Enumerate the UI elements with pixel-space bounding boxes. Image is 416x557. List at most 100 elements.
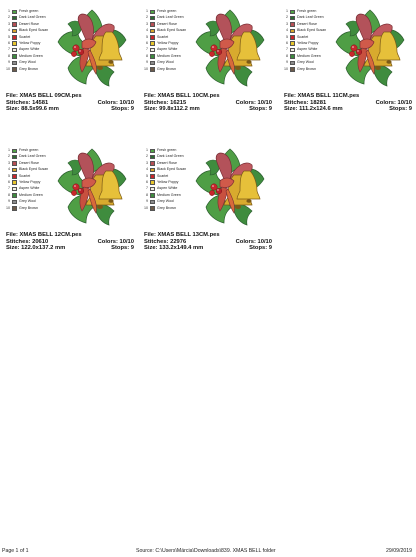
color-number: 3 bbox=[8, 21, 10, 26]
stop-count: Stops: 9 bbox=[249, 106, 272, 113]
color-swatch bbox=[150, 154, 155, 160]
color-swatch bbox=[12, 174, 17, 179]
color-name: Dark Leaf Green bbox=[157, 154, 184, 159]
stitch-count: Stitches: 16215 bbox=[144, 99, 187, 106]
color-number: 7 bbox=[8, 47, 10, 52]
color-name: Grey Brown bbox=[157, 66, 176, 71]
color-name: Grey Wool bbox=[297, 60, 314, 65]
color-swatch bbox=[12, 67, 17, 72]
design-size: Size: 133.2x149.4 mm bbox=[144, 245, 204, 252]
color-name: Desert Rose bbox=[19, 21, 39, 26]
color-number: 10 bbox=[144, 205, 148, 210]
color-swatch bbox=[290, 22, 295, 27]
page-number: Page 1 of 1 bbox=[2, 548, 29, 554]
color-name: Scarlet bbox=[157, 34, 169, 39]
color-name: Black Eyed Susan bbox=[19, 167, 49, 172]
color-number: 10 bbox=[284, 66, 288, 71]
color-number: 1 bbox=[146, 148, 148, 152]
color-swatch bbox=[290, 9, 295, 15]
color-swatch bbox=[290, 67, 295, 72]
design-card: 1 Fresh green 2 Dark Leaf Green 3 Desert… bbox=[2, 145, 134, 263]
color-number: 6 bbox=[8, 40, 10, 45]
color-name: Black Eyed Susan bbox=[297, 28, 327, 33]
color-name: Fresh green bbox=[157, 148, 177, 152]
color-swatch bbox=[12, 28, 17, 34]
color-name: Yellow Poppy bbox=[19, 179, 41, 184]
color-swatch bbox=[12, 35, 17, 40]
design-card: 1 Fresh green 2 Dark Leaf Green 3 Desert… bbox=[2, 6, 134, 124]
color-name: Grey Brown bbox=[157, 205, 176, 210]
color-number: 4 bbox=[146, 167, 148, 172]
color-name: Medium Green bbox=[157, 192, 181, 197]
color-number: 2 bbox=[146, 154, 148, 159]
color-swatch bbox=[150, 35, 155, 40]
bell-design-image bbox=[195, 9, 265, 87]
color-swatch bbox=[12, 186, 17, 192]
color-name: Medium Green bbox=[157, 53, 181, 58]
color-name: Fresh green bbox=[157, 9, 177, 13]
color-number: 2 bbox=[8, 15, 10, 20]
color-name: Scarlet bbox=[19, 34, 31, 39]
color-swatch bbox=[290, 15, 295, 21]
color-number: 7 bbox=[286, 47, 288, 52]
color-name: Grey Wool bbox=[19, 199, 36, 204]
design-preview bbox=[330, 6, 410, 92]
source-path: Source: C:\Users\Márcia\Downloads\839. X… bbox=[136, 548, 276, 554]
color-swatch bbox=[12, 199, 17, 205]
color-number: 8 bbox=[8, 192, 10, 197]
color-number: 6 bbox=[286, 40, 288, 45]
color-number: 3 bbox=[146, 160, 148, 165]
color-number: 7 bbox=[146, 47, 148, 52]
color-name: Fresh green bbox=[19, 9, 39, 13]
color-number: 3 bbox=[286, 21, 288, 26]
color-number: 2 bbox=[286, 15, 288, 20]
color-number: 8 bbox=[146, 192, 148, 197]
color-swatch bbox=[150, 28, 155, 34]
design-size: Size: 122.0x137.2 mm bbox=[6, 245, 66, 252]
file-name: File: XMAS BELL 13CM.pes bbox=[144, 232, 220, 238]
color-swatch bbox=[290, 35, 295, 40]
design-preview bbox=[190, 145, 270, 231]
design-info: File: XMAS BELL 11CM.pes Stitches: 18281… bbox=[284, 93, 412, 113]
bell-design-image bbox=[57, 148, 127, 226]
design-card: 1 Fresh green 2 Dark Leaf Green 3 Desert… bbox=[140, 145, 272, 263]
color-number: 4 bbox=[8, 28, 10, 33]
color-swatch bbox=[290, 54, 295, 59]
color-number: 9 bbox=[146, 199, 148, 204]
color-name: Medium Green bbox=[19, 192, 43, 197]
color-number: 1 bbox=[146, 9, 148, 13]
color-name: Desert Rose bbox=[297, 21, 317, 26]
color-name: Grey Brown bbox=[19, 66, 38, 71]
color-number: 9 bbox=[8, 199, 10, 204]
color-number: 10 bbox=[144, 66, 148, 71]
color-swatch bbox=[150, 67, 155, 72]
color-number: 5 bbox=[146, 173, 148, 178]
design-size: Size: 99.8x112.2 mm bbox=[144, 106, 200, 113]
color-name: Aspen White bbox=[19, 186, 40, 191]
color-swatch bbox=[12, 9, 17, 15]
color-name: Grey Wool bbox=[157, 199, 174, 204]
stitch-count: Stitches: 18281 bbox=[284, 99, 327, 106]
color-name: Scarlet bbox=[297, 34, 309, 39]
color-swatch bbox=[150, 206, 155, 211]
color-number: 8 bbox=[286, 53, 288, 58]
color-swatch bbox=[12, 148, 17, 154]
color-swatch bbox=[12, 154, 17, 160]
color-number: 6 bbox=[8, 179, 10, 184]
color-count: Colors: 10/10 bbox=[97, 99, 134, 106]
design-size: Size: 88.5x99.6 mm bbox=[6, 106, 59, 113]
color-swatch bbox=[12, 206, 17, 211]
color-name: Black Eyed Susan bbox=[157, 28, 187, 33]
color-swatch bbox=[150, 193, 155, 198]
color-swatch bbox=[12, 193, 17, 198]
color-name: Fresh green bbox=[297, 9, 317, 13]
color-count: Colors: 10/10 bbox=[235, 99, 272, 106]
color-name: Dark Leaf Green bbox=[19, 154, 46, 159]
color-number: 1 bbox=[8, 9, 10, 13]
color-swatch bbox=[150, 22, 155, 27]
color-name: Black Eyed Susan bbox=[19, 28, 49, 33]
stitch-count: Stitches: 20610 bbox=[6, 238, 49, 245]
design-info: File: XMAS BELL 10CM.pes Stitches: 16215… bbox=[144, 93, 272, 113]
color-number: 10 bbox=[6, 66, 10, 71]
color-swatch bbox=[12, 167, 17, 173]
